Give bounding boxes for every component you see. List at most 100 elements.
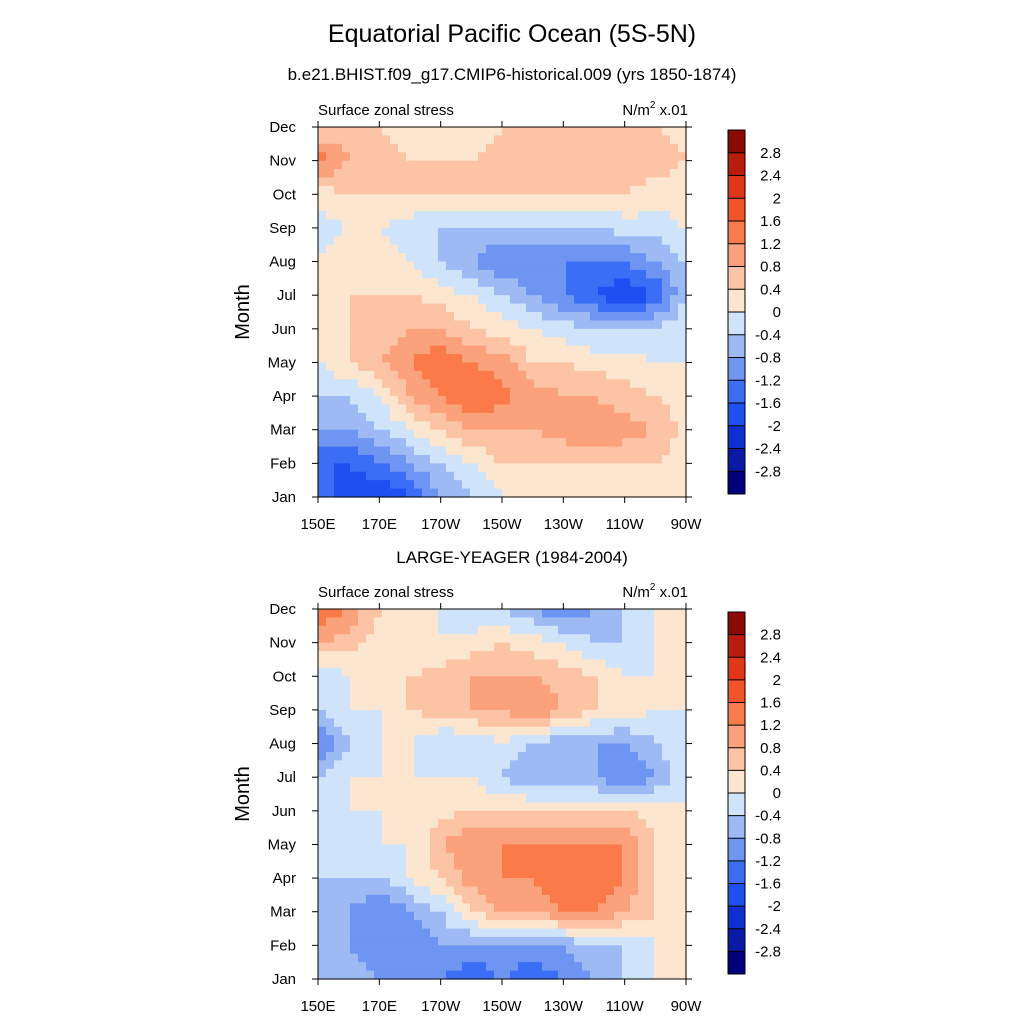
- contour-cell: [398, 286, 407, 296]
- contour-cell: [558, 211, 567, 221]
- contour-cell: [374, 886, 383, 896]
- contour-cell: [398, 194, 407, 204]
- contour-cell: [518, 471, 527, 481]
- contour-cell: [590, 953, 599, 963]
- contour-cell: [526, 169, 535, 179]
- contour-cell: [406, 609, 415, 619]
- contour-cell: [318, 269, 327, 279]
- contour-cell: [550, 878, 559, 888]
- contour-cell: [454, 726, 463, 736]
- contour-cell: [422, 211, 431, 221]
- contour-cell: [526, 345, 535, 355]
- contour-cell: [398, 480, 407, 490]
- contour-cell: [430, 446, 439, 456]
- contour-cell: [446, 404, 455, 414]
- contour-cell: [374, 236, 383, 246]
- contour-cell: [486, 337, 495, 347]
- contour-cell: [662, 878, 671, 888]
- contour-cell: [598, 438, 607, 448]
- contour-cell: [526, 429, 535, 439]
- contour-cell: [358, 127, 367, 137]
- contour-cell: [574, 253, 583, 263]
- contour-cell: [630, 269, 639, 279]
- contour-cell: [342, 911, 351, 921]
- contour-cell: [414, 261, 423, 271]
- contour-cell: [382, 785, 391, 795]
- contour-cell: [350, 709, 359, 719]
- contour-cell: [558, 718, 567, 728]
- contour-cell: [678, 227, 687, 237]
- contour-cell: [334, 617, 343, 627]
- contour-cell: [406, 777, 415, 787]
- y-axis-label: Month: [232, 284, 254, 340]
- contour-cell: [662, 920, 671, 930]
- contour-cell: [526, 480, 535, 490]
- contour-cell: [518, 945, 527, 955]
- contour-cell: [582, 953, 591, 963]
- contour-cell: [422, 303, 431, 313]
- contour-cell: [334, 794, 343, 804]
- contour-cell: [598, 379, 607, 389]
- contour-cell: [446, 438, 455, 448]
- contour-cell: [398, 794, 407, 804]
- contour-cell: [678, 911, 687, 921]
- contour-cell: [670, 202, 679, 212]
- contour-cell: [526, 379, 535, 389]
- contour-cell: [574, 878, 583, 888]
- contour-cell: [630, 454, 639, 464]
- contour-cell: [390, 143, 399, 153]
- contour-cell: [358, 642, 367, 652]
- contour-cell: [574, 446, 583, 456]
- contour-cell: [502, 667, 511, 677]
- contour-cell: [350, 936, 359, 946]
- contour-cell: [318, 396, 327, 406]
- contour-cell: [398, 127, 407, 137]
- contour-cell: [582, 936, 591, 946]
- contour-cell: [590, 169, 599, 179]
- x-tick-label: 170E: [362, 516, 397, 533]
- contour-cell: [598, 127, 607, 137]
- contour-cell: [454, 617, 463, 627]
- contour-cell: [574, 886, 583, 896]
- contour-cell: [542, 701, 551, 711]
- contour-cell: [566, 920, 575, 930]
- contour-cell: [534, 785, 543, 795]
- contour-cell: [622, 177, 631, 187]
- contour-cell: [638, 127, 647, 137]
- contour-cell: [374, 244, 383, 254]
- contour-cell: [550, 676, 559, 686]
- contour-cell: [590, 911, 599, 921]
- contour-cell: [318, 337, 327, 347]
- contour-cell: [630, 379, 639, 389]
- contour-cell: [454, 236, 463, 246]
- contour-cell: [590, 760, 599, 770]
- contour-cell: [574, 471, 583, 481]
- contour-cell: [374, 261, 383, 271]
- contour-cell: [462, 454, 471, 464]
- contour-cell: [486, 936, 495, 946]
- contour-cell: [350, 471, 359, 481]
- contour-cell: [558, 438, 567, 448]
- contour-cell: [446, 869, 455, 879]
- contour-cell: [542, 642, 551, 652]
- contour-cell: [382, 962, 391, 972]
- contour-cell: [526, 135, 535, 145]
- contour-cell: [622, 667, 631, 677]
- contour-cell: [534, 253, 543, 263]
- contour-cell: [326, 659, 335, 669]
- contour-cell: [350, 169, 359, 179]
- contour-cell: [606, 777, 615, 787]
- contour-cell: [526, 127, 535, 137]
- x-tick-label: 170W: [421, 516, 461, 533]
- contour-cell: [350, 320, 359, 330]
- contour-cell: [614, 709, 623, 719]
- contour-cell: [390, 667, 399, 677]
- contour-cell: [326, 320, 335, 330]
- contour-cell: [598, 295, 607, 305]
- contour-cell: [398, 412, 407, 422]
- contour-cell: [662, 768, 671, 778]
- contour-cell: [566, 794, 575, 804]
- contour-cell: [606, 962, 615, 972]
- contour-cell: [582, 617, 591, 627]
- contour-cell: [510, 429, 519, 439]
